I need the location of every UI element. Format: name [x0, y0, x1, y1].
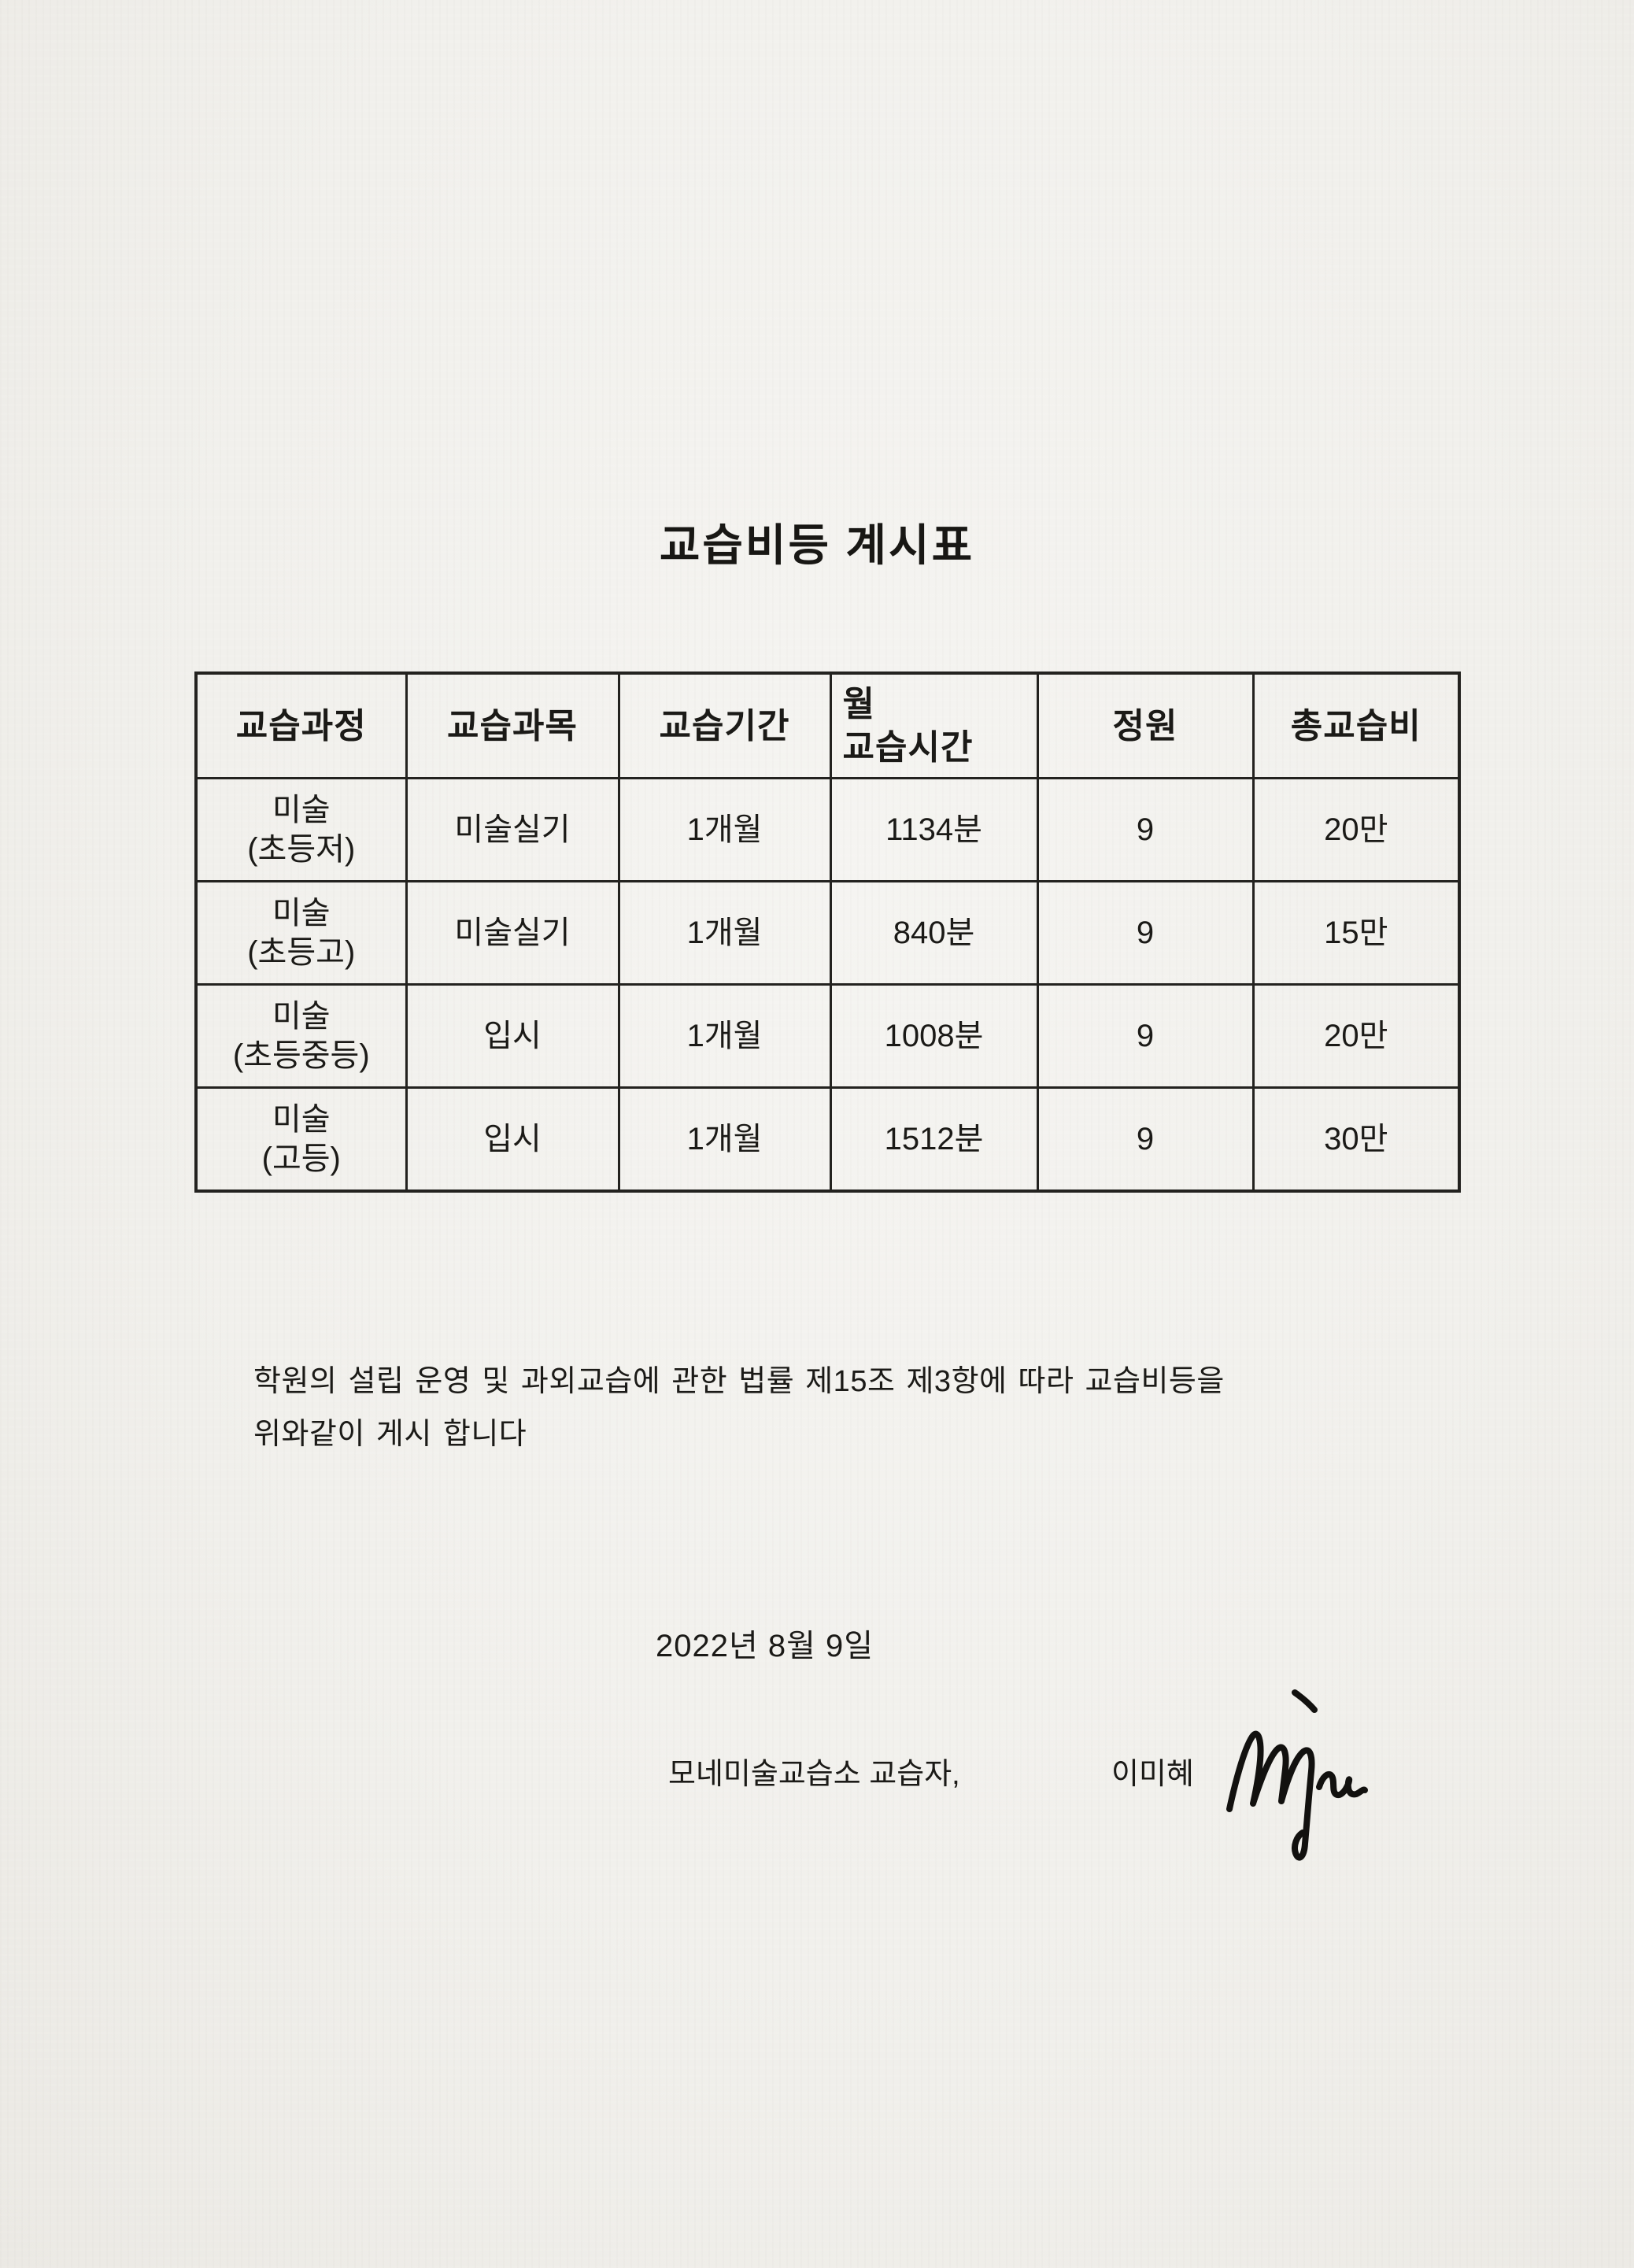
- cell-total-fee: 20만: [1251, 983, 1461, 1089]
- table-row: 미술 (고등) 입시 1개월 1512분 9 30만: [194, 1086, 1461, 1193]
- cell-capacity: 9: [1036, 777, 1255, 882]
- cell-monthly-minutes: 1512분: [829, 1086, 1039, 1193]
- cell-subject: 미술실기: [405, 777, 620, 882]
- cell-period: 1개월: [617, 777, 832, 882]
- course-line2: (고등): [261, 1141, 341, 1176]
- header-monthly-time-line1: 월: [842, 685, 875, 723]
- course-line2: (초등저): [247, 832, 356, 867]
- header-capacity: 정원: [1036, 672, 1255, 779]
- cell-period: 1개월: [617, 880, 832, 986]
- header-monthly-time-line2: 교습시간: [842, 728, 974, 767]
- tuition-fee-table: 교습과정 교습과목 교습기간 월 교습시간 정원 총교습비 미술 (초등저) 미…: [194, 672, 1461, 1193]
- header-course-label: 교습과정: [235, 706, 367, 746]
- handwritten-signature-icon: [1226, 1689, 1368, 1861]
- table-row: 미술 (초등저) 미술실기 1개월 1134분 9 20만: [194, 777, 1461, 882]
- cell-monthly-minutes: 1008분: [829, 983, 1039, 1089]
- cell-capacity: 9: [1036, 983, 1255, 1089]
- cell-monthly-minutes: 840분: [829, 880, 1039, 986]
- cell-subject: 입시: [405, 983, 620, 1089]
- header-subject-label: 교습과목: [447, 706, 578, 746]
- course-line1: 미술: [272, 793, 331, 827]
- date-line: 2022년 8월 9일: [656, 1629, 874, 1663]
- course-line1: 미술: [272, 896, 331, 931]
- course-line2: (초등고): [247, 935, 356, 970]
- notice-paragraph: 학원의 설립 운영 및 과외교습에 관한 법률 제15조 제3항에 따라 교습비…: [253, 1356, 1418, 1460]
- header-course: 교습과정: [194, 672, 408, 779]
- header-period: 교습기간: [617, 672, 832, 779]
- cell-subject: 입시: [405, 1086, 620, 1193]
- course-line1: 미술: [272, 1102, 331, 1137]
- cell-course: 미술 (초등저): [194, 777, 408, 882]
- cell-subject: 미술실기: [405, 880, 620, 986]
- cell-course: 미술 (고등): [194, 1086, 408, 1193]
- table-header-row: 교습과정 교습과목 교습기간 월 교습시간 정원 총교습비: [194, 672, 1461, 779]
- header-period-label: 교습기간: [659, 706, 790, 746]
- cell-capacity: 9: [1036, 880, 1255, 986]
- table-row: 미술 (초등중등) 입시 1개월 1008분 9 20만: [194, 983, 1461, 1089]
- header-total-fee: 총교습비: [1251, 672, 1461, 779]
- cell-total-fee: 20만: [1251, 777, 1461, 882]
- table-row: 미술 (초등고) 미술실기 1개월 840분 9 15만: [194, 880, 1461, 986]
- notice-line-2: 위와같이 게시 합니다: [253, 1417, 527, 1451]
- signer-name: 이미혜: [1111, 1758, 1194, 1791]
- cell-capacity: 9: [1036, 1086, 1255, 1193]
- page-title: 교습비등 계시표: [659, 520, 975, 570]
- cell-course: 미술 (초등고): [194, 880, 408, 986]
- notice-line-1: 학원의 설립 운영 및 과외교습에 관한 법률 제15조 제3항에 따라 교습비…: [253, 1365, 1225, 1398]
- cell-period: 1개월: [617, 1086, 832, 1193]
- header-subject: 교습과목: [405, 672, 620, 779]
- course-line1: 미술: [272, 999, 331, 1034]
- cell-course: 미술 (초등중등): [194, 983, 408, 1089]
- header-capacity-label: 정원: [1112, 706, 1178, 746]
- cell-period: 1개월: [617, 983, 832, 1089]
- course-line2: (초등중등): [232, 1038, 370, 1073]
- header-monthly-time: 월 교습시간: [829, 672, 1039, 779]
- cell-total-fee: 15만: [1251, 880, 1461, 986]
- cell-total-fee: 30만: [1251, 1086, 1461, 1193]
- issuer-line: 모네미술교습소 교습자,: [668, 1758, 960, 1791]
- header-total-fee-label: 총교습비: [1290, 706, 1421, 746]
- cell-monthly-minutes: 1134분: [829, 777, 1039, 882]
- signature-row: 모네미술교습소 교습자, 이미혜: [668, 1749, 1377, 1793]
